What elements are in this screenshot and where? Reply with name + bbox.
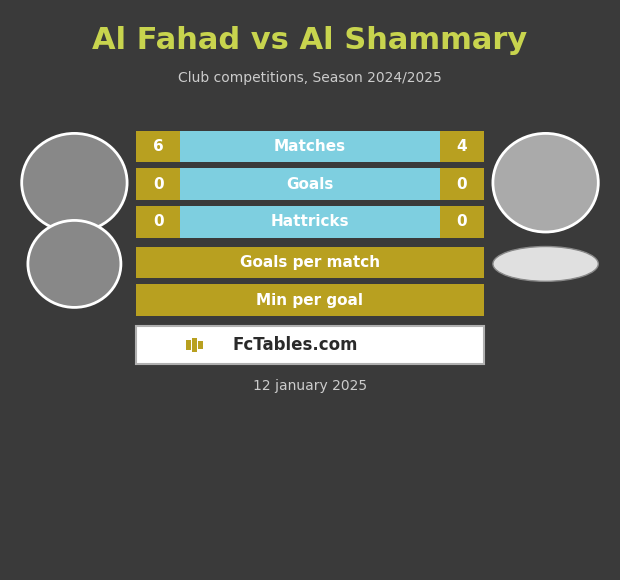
FancyBboxPatch shape [440,206,484,238]
Circle shape [493,133,598,232]
Text: 0: 0 [456,177,467,191]
Text: 0: 0 [153,215,164,229]
FancyBboxPatch shape [180,206,440,238]
FancyBboxPatch shape [192,338,197,352]
Text: 0: 0 [153,177,164,191]
Ellipse shape [493,246,598,281]
Text: 0: 0 [456,215,467,229]
FancyBboxPatch shape [136,168,180,200]
Text: Min per goal: Min per goal [257,293,363,307]
FancyBboxPatch shape [136,130,180,162]
FancyBboxPatch shape [180,168,440,200]
Text: Goals: Goals [286,177,334,191]
Circle shape [22,133,127,232]
Text: FcTables.com: FcTables.com [232,336,358,354]
Circle shape [28,220,121,307]
Text: Hattricks: Hattricks [271,215,349,229]
Text: Goals per match: Goals per match [240,255,380,270]
FancyBboxPatch shape [136,326,484,364]
Text: Al Fahad vs Al Shammary: Al Fahad vs Al Shammary [92,26,528,55]
Text: 6: 6 [153,139,164,154]
FancyBboxPatch shape [136,246,484,278]
FancyBboxPatch shape [136,284,484,316]
Text: 12 january 2025: 12 january 2025 [253,379,367,393]
Text: Club competitions, Season 2024/2025: Club competitions, Season 2024/2025 [178,71,442,85]
Text: 4: 4 [456,139,467,154]
FancyBboxPatch shape [198,340,203,349]
Text: Matches: Matches [274,139,346,154]
FancyBboxPatch shape [186,340,191,350]
FancyBboxPatch shape [136,206,180,238]
FancyBboxPatch shape [440,130,484,162]
FancyBboxPatch shape [440,168,484,200]
FancyBboxPatch shape [180,130,440,162]
